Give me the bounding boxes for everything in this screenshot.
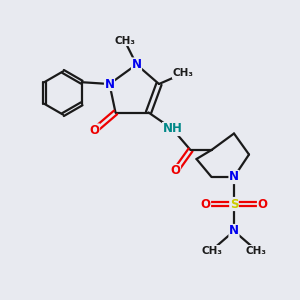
Text: S: S [230, 197, 238, 211]
Text: N: N [229, 170, 239, 184]
Text: O: O [89, 124, 100, 137]
Text: CH₃: CH₃ [246, 245, 267, 256]
Text: O: O [200, 197, 211, 211]
Text: CH₃: CH₃ [114, 35, 135, 46]
Text: N: N [229, 224, 239, 238]
Text: NH: NH [163, 122, 182, 136]
Text: CH₃: CH₃ [201, 245, 222, 256]
Text: O: O [170, 164, 181, 178]
Text: N: N [104, 77, 115, 91]
Text: CH₃: CH₃ [172, 68, 194, 79]
Text: N: N [131, 58, 142, 71]
Text: O: O [257, 197, 268, 211]
